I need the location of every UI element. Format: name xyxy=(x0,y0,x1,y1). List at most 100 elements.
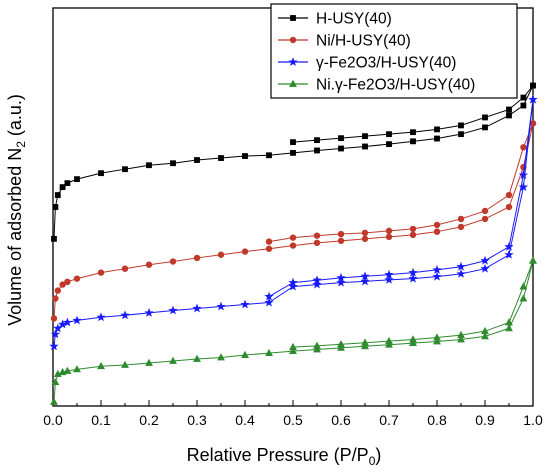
legend: H-USY(40) Ni/H-USY(40) γ-Fe2O3/H-USY(40) Ni… xyxy=(270,3,518,99)
star-data-point xyxy=(288,277,298,287)
square-data-point xyxy=(338,145,344,152)
series-3 xyxy=(49,94,538,351)
x-tick-label: 0.4 xyxy=(235,412,255,428)
circle-data-point xyxy=(337,237,345,245)
circle-data-point xyxy=(265,238,273,245)
star-data-point xyxy=(408,267,418,277)
star-data-point xyxy=(480,255,490,265)
circle-data-point xyxy=(505,191,513,199)
star-data-point xyxy=(312,275,322,285)
triangle-data-point xyxy=(457,335,465,343)
legend-triangle-icon xyxy=(289,79,297,87)
circle-data-point xyxy=(64,278,71,286)
star-data-point xyxy=(264,291,274,301)
triangle-data-point xyxy=(529,256,537,264)
star-data-point xyxy=(312,279,322,289)
triangle-data-point xyxy=(97,361,105,370)
circle-data-point xyxy=(54,287,61,294)
triangle-data-point xyxy=(409,335,417,343)
circle-data-point xyxy=(457,215,465,223)
triangle-data-point xyxy=(121,360,129,368)
circle-data-point xyxy=(50,315,58,322)
circle-data-point xyxy=(361,235,369,243)
x-tick-label: 0.0 xyxy=(43,412,63,428)
series-1 xyxy=(51,82,536,242)
square-data-point xyxy=(59,184,66,190)
x-tick-label: 0.2 xyxy=(139,412,159,428)
star-data-point xyxy=(49,341,59,351)
square-data-point xyxy=(146,162,152,169)
circle-data-point xyxy=(313,239,321,247)
legend-star-icon xyxy=(288,57,298,66)
circle-data-point xyxy=(481,207,489,215)
triangle-data-point xyxy=(265,348,273,356)
star-data-point xyxy=(528,94,538,104)
circle-data-point xyxy=(289,242,297,249)
square-data-point xyxy=(170,160,176,167)
star-data-point xyxy=(168,305,178,315)
triangle-data-point xyxy=(385,340,393,348)
triangle-data-point xyxy=(433,337,441,345)
star-data-point xyxy=(240,299,250,309)
square-data-point xyxy=(338,135,344,142)
triangle-data-point xyxy=(505,324,513,332)
circle-data-point xyxy=(409,225,417,233)
triangle-data-point xyxy=(337,343,345,351)
x-tick-label: 0.8 xyxy=(427,412,447,428)
circle-data-point xyxy=(193,254,201,262)
star-data-point xyxy=(144,308,154,317)
circle-data-point xyxy=(217,251,225,258)
star-data-point xyxy=(336,272,346,282)
circle-data-point xyxy=(169,258,177,265)
circle-data-point xyxy=(520,144,527,151)
circle-data-point xyxy=(73,275,81,282)
triangle-data-point xyxy=(519,294,528,302)
triangle-data-point xyxy=(433,333,441,341)
x-tick-label: 1.0 xyxy=(523,412,543,428)
triangle-data-point xyxy=(193,354,201,362)
square-data-point xyxy=(410,138,416,145)
triangle-data-point xyxy=(385,336,393,345)
x-axis-label-subscript: 0 xyxy=(369,454,376,468)
star-data-point xyxy=(504,249,514,259)
y-axis-label-subscript: 2 xyxy=(14,141,28,148)
desorption-branch-line xyxy=(292,260,534,348)
circle-data-point xyxy=(145,261,153,268)
x-axis: 0.0 0.1 0.2 0.3 0.4 0.5 0.6 0.7 0.8 0.9 1.0 xyxy=(43,400,543,428)
star-data-point xyxy=(518,182,528,192)
square-data-point xyxy=(64,180,71,187)
series-layer xyxy=(49,82,538,405)
legend-label: γ-Fe2O3/H-USY(40) xyxy=(316,55,456,72)
circle-data-point xyxy=(361,229,369,237)
triangle-data-point xyxy=(481,332,489,340)
square-data-point xyxy=(458,122,464,129)
legend-label: Ni.γ-Fe2O3/H-USY(40) xyxy=(316,77,475,94)
star-data-point xyxy=(360,271,370,281)
legend-label: H-USY(40) xyxy=(316,11,392,28)
star-data-point xyxy=(50,329,60,339)
square-data-point xyxy=(520,94,527,101)
circle-data-point xyxy=(457,223,465,231)
y-axis-label-tail: (a.u.) xyxy=(5,94,25,141)
triangle-data-point xyxy=(169,356,177,364)
star-data-point xyxy=(456,269,466,278)
star-data-point xyxy=(336,277,346,287)
triangle-data-point xyxy=(50,397,58,405)
circle-data-point xyxy=(385,233,393,241)
circle-data-point xyxy=(481,215,489,223)
star-data-point xyxy=(96,312,106,322)
x-tick-label: 0.5 xyxy=(283,412,303,428)
x-tick-label: 0.9 xyxy=(475,412,495,428)
triangle-data-point xyxy=(313,345,321,353)
triangle-data-point xyxy=(505,318,513,326)
legend-circle-icon xyxy=(289,36,297,44)
triangle-data-point xyxy=(145,358,153,366)
star-data-point xyxy=(192,303,202,313)
triangle-data-point xyxy=(337,340,345,348)
triangle-data-point xyxy=(409,338,417,347)
circle-data-point xyxy=(265,245,273,252)
circle-data-point xyxy=(433,228,441,235)
square-data-point xyxy=(52,204,59,210)
star-data-point xyxy=(480,263,490,273)
